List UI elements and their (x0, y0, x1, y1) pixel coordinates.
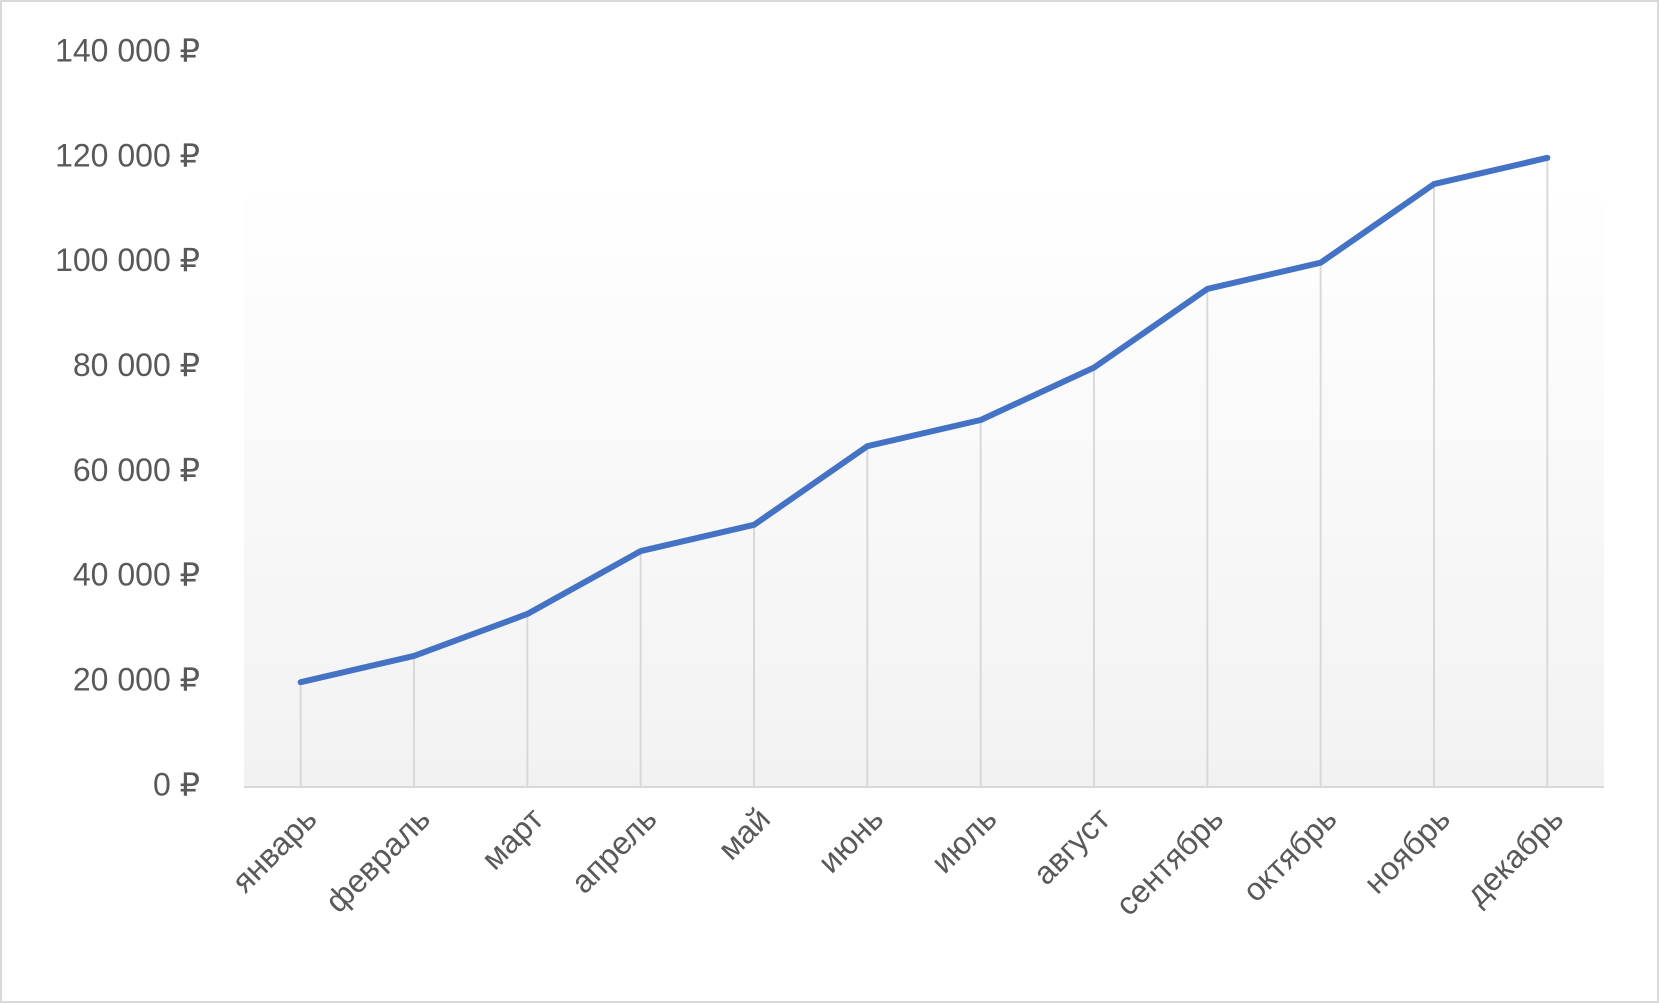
y-tick-label: 80 000 ₽ (73, 347, 200, 383)
y-tick-label: 20 000 ₽ (73, 662, 200, 698)
y-tick-label: 40 000 ₽ (73, 557, 200, 593)
plot-background (244, 180, 1604, 787)
y-tick-label: 100 000 ₽ (55, 242, 200, 278)
y-tick-label: 140 000 ₽ (55, 32, 200, 68)
y-tick-label: 120 000 ₽ (55, 137, 200, 173)
y-tick-label: 0 ₽ (153, 766, 200, 802)
line-series (297, 154, 1551, 686)
y-tick-label: 60 000 ₽ (73, 452, 200, 488)
